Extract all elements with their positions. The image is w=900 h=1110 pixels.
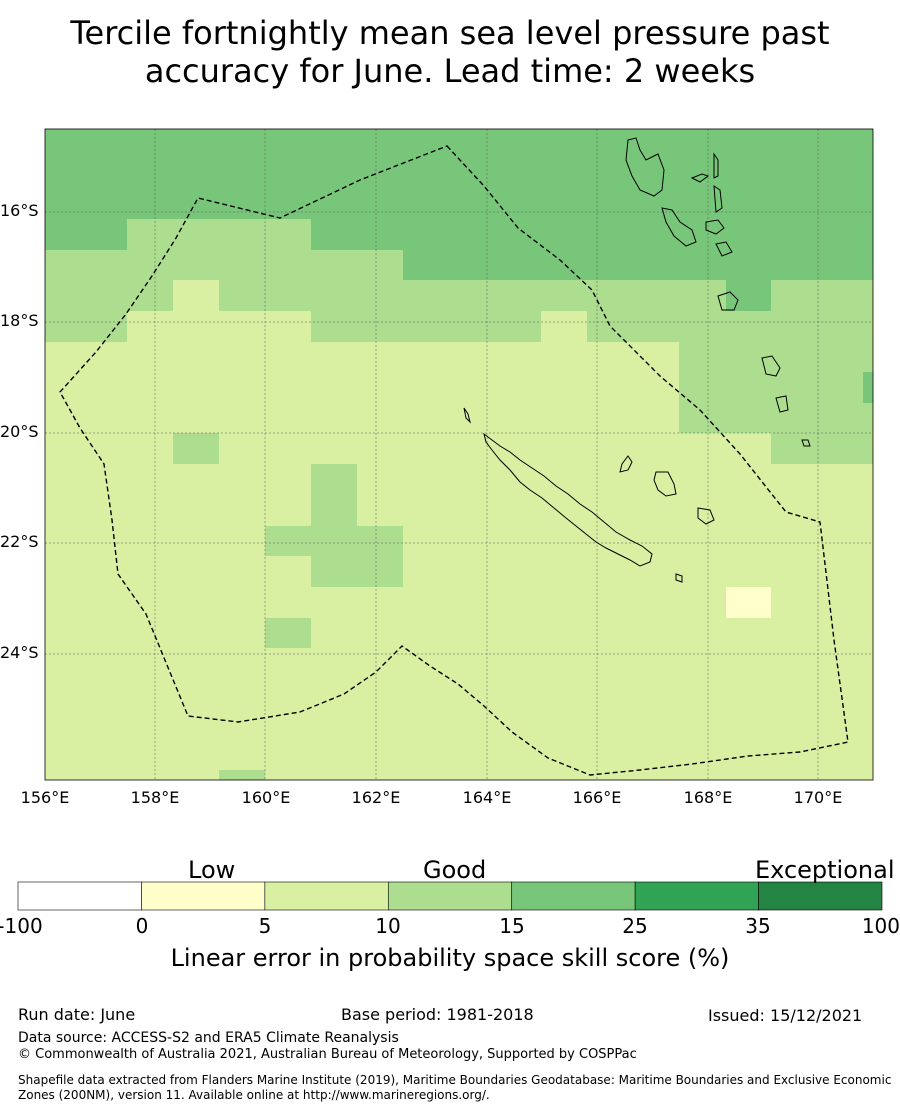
grid-cell-mid	[311, 556, 403, 587]
chart-title: Tercile fortnightly mean sea level press…	[0, 14, 900, 90]
colorbar-segment	[17, 881, 142, 911]
shapefile-credit-2: Zones (200NM), version 11. Available onl…	[18, 1088, 490, 1102]
lon-label-158: 158°E	[130, 788, 180, 807]
vanuatu-tanna	[761, 355, 781, 377]
grid-cell-green	[45, 219, 127, 250]
run-date: Run date: June	[18, 1005, 136, 1024]
lon-label-166: 166°E	[572, 788, 622, 807]
grid-cell-green	[311, 219, 873, 250]
lat-label-22: 22°S	[0, 532, 39, 551]
grid-cell-mid	[679, 403, 873, 433]
colorbar-tick-0: 0	[135, 914, 149, 938]
copyright: © Commonwealth of Australia 2021, Austra…	[18, 1047, 637, 1062]
coastlines	[463, 137, 811, 583]
colorbar-tick-35: 35	[745, 914, 771, 938]
lat-label-20: 20°S	[0, 422, 39, 441]
eez-boundary	[59, 145, 849, 776]
grid-cell-mid	[173, 433, 219, 464]
vanuatu-maewo	[713, 152, 719, 179]
grid-cell-mid	[45, 280, 173, 311]
colorbar-segment	[387, 881, 513, 911]
vanuatu-malekula	[661, 207, 697, 247]
grid-cell-mid	[311, 464, 357, 526]
grid-cell-mid	[679, 372, 863, 403]
lon-label-160: 160°E	[241, 788, 291, 807]
lat-label-18: 18°S	[0, 311, 39, 330]
colorbar-heading-low: Low	[188, 856, 236, 884]
lon-label-162: 162°E	[351, 788, 401, 807]
title-line-1: Tercile fortnightly mean sea level press…	[70, 14, 830, 52]
vanuatu-efate	[715, 241, 733, 257]
colorbar-heading-exceptional: Exceptional	[755, 856, 895, 884]
colorbar-label: Linear error in probability space skill …	[170, 944, 730, 972]
isle-of-pines	[675, 573, 683, 583]
grid-cell-green	[726, 280, 771, 311]
colorbar-segment	[511, 881, 636, 911]
colorbar-segment	[264, 881, 389, 911]
vanuatu-espiritu-santo	[625, 137, 665, 197]
grid-cell-mid	[45, 250, 403, 280]
vanuatu-erromango	[717, 291, 739, 311]
colorbar-segment	[634, 881, 759, 911]
vanuatu-ambae	[690, 173, 710, 183]
graticule	[45, 129, 873, 780]
belep-islands	[463, 407, 471, 424]
skill-grid	[45, 129, 873, 780]
colorbar-tick-m100: -100	[0, 914, 43, 938]
new-caledonia-island	[483, 432, 653, 567]
matthew-island	[801, 439, 811, 447]
grid-cell-green	[403, 250, 873, 280]
lon-label-156: 156°E	[20, 788, 70, 807]
vanuatu-pentecost	[713, 185, 723, 213]
grid-cell-mid	[311, 311, 541, 342]
loyalty-island-mare	[697, 507, 715, 525]
colorbar-tick-25: 25	[622, 914, 648, 938]
title-line-2: accuracy for June. Lead time: 2 weeks	[144, 52, 756, 90]
lon-label-168: 168°E	[683, 788, 733, 807]
colorbar	[17, 881, 883, 911]
grid-cell-green	[45, 129, 873, 219]
grid-cell-mid	[587, 311, 873, 342]
data-source: Data source: ACCESS-S2 and ERA5 Climate …	[18, 1030, 399, 1046]
loyalty-island-ouvea	[619, 455, 633, 473]
grid-cell-mid	[265, 618, 311, 648]
grid-cell-light	[127, 311, 311, 342]
grid-cell-mid	[127, 219, 311, 250]
colorbar-segment	[141, 881, 266, 911]
loyalty-island-lifou	[653, 471, 677, 497]
issued-date: Issued: 15/12/2021	[708, 1006, 863, 1025]
grid-cell-mid	[45, 311, 127, 342]
lon-label-170: 170°E	[793, 788, 843, 807]
colorbar-segment	[758, 881, 883, 911]
vanuatu-epi	[705, 219, 725, 235]
grid-cell-mid	[265, 526, 403, 556]
vanuatu-aneityum	[775, 395, 789, 413]
colorbar-tick-5: 5	[258, 914, 272, 938]
grid-cell-light	[173, 280, 219, 311]
grid-cell-mid	[219, 770, 265, 780]
grid-cell-mid	[771, 433, 873, 464]
grid-cell-mid	[679, 342, 873, 373]
grid-cell-light	[541, 311, 587, 342]
grid-cell-mid	[219, 280, 873, 311]
colorbar-tick-15: 15	[499, 914, 525, 938]
grid-cell-green	[863, 372, 873, 403]
map-frame	[44, 128, 874, 781]
shapefile-credit-1: Shapefile data extracted from Flanders M…	[18, 1073, 892, 1087]
colorbar-tick-100: 100	[861, 914, 900, 938]
base-period: Base period: 1981-2018	[341, 1005, 534, 1024]
colorbar-tick-10: 10	[375, 914, 401, 938]
grid-cell-low	[726, 587, 771, 618]
lat-label-16: 16°S	[0, 201, 39, 220]
colorbar-heading-good: Good	[423, 856, 487, 884]
lat-label-24: 24°S	[0, 643, 39, 662]
lon-label-164: 164°E	[462, 788, 512, 807]
